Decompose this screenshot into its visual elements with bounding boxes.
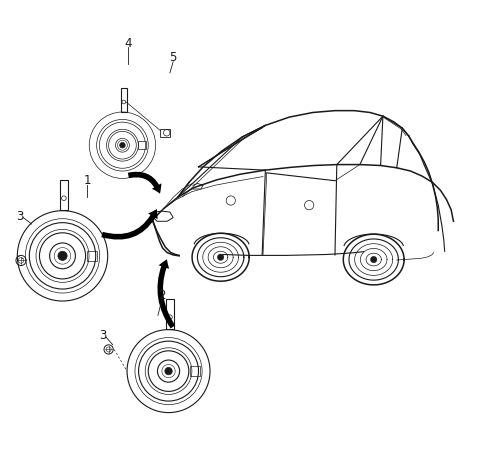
Circle shape	[165, 367, 172, 375]
Bar	[121, 88, 127, 112]
Bar	[138, 141, 146, 149]
Bar	[160, 129, 170, 137]
Bar	[190, 366, 200, 376]
Bar	[87, 251, 97, 261]
Text: 3: 3	[16, 210, 24, 223]
Text: 4: 4	[125, 37, 132, 50]
Circle shape	[217, 254, 224, 260]
Text: 2: 2	[158, 290, 166, 302]
Circle shape	[120, 142, 125, 148]
Bar	[166, 299, 174, 329]
Text: 3: 3	[99, 329, 106, 342]
FancyArrowPatch shape	[157, 259, 175, 328]
FancyArrowPatch shape	[128, 172, 161, 194]
Text: 1: 1	[83, 174, 91, 187]
FancyArrowPatch shape	[101, 209, 157, 240]
Circle shape	[58, 251, 67, 260]
Circle shape	[371, 256, 377, 263]
Text: 5: 5	[169, 51, 177, 64]
Bar	[60, 180, 68, 210]
